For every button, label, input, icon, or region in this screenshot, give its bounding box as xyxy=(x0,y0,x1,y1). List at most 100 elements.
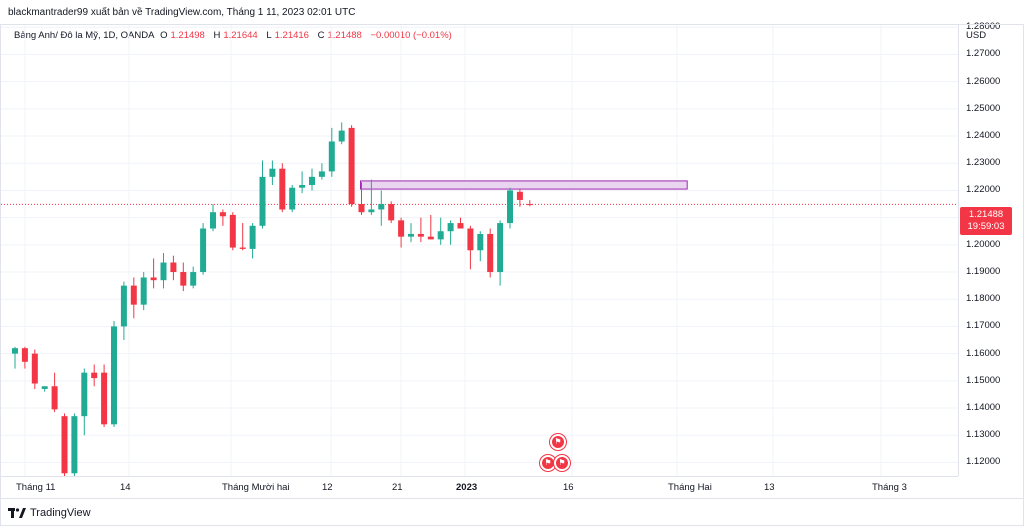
candle-body xyxy=(150,277,157,281)
price-tick-label: 1.26000 xyxy=(966,75,1001,87)
candle-body xyxy=(309,176,315,186)
candle-body xyxy=(239,247,246,249)
candle-body xyxy=(507,190,513,224)
price-tick-label: 1.20000 xyxy=(966,238,1001,250)
candle-body xyxy=(477,233,484,251)
candle-body xyxy=(259,176,266,226)
candle-body xyxy=(338,130,345,142)
high-value: 1.21644 xyxy=(223,30,258,41)
candle-body xyxy=(160,262,167,281)
high-label: H xyxy=(213,30,221,41)
price-tick-label: 1.22000 xyxy=(966,184,1001,196)
time-tick-label: Tháng 11 xyxy=(16,482,56,493)
open-label: O xyxy=(160,30,168,41)
price-tick-label: 1.18000 xyxy=(966,293,1001,305)
candle-body xyxy=(368,209,375,213)
candle-body xyxy=(249,225,256,249)
symbol-legend: Bảng Anh/ Đô la Mỹ, 1D, OANDA O 1.21498 H… xyxy=(14,30,455,41)
close-value: 1.21488 xyxy=(327,30,362,41)
candle-body xyxy=(299,185,306,188)
price-tick-label: 1.14000 xyxy=(966,402,1001,413)
us-flag-icon[interactable]: ⚑ xyxy=(554,455,570,471)
bar-countdown: 19:59:03 xyxy=(967,221,1005,232)
open-value: 1.21498 xyxy=(170,30,205,41)
candle-body xyxy=(526,204,533,206)
candle-body xyxy=(388,204,395,221)
publisher-bar: blackmantrader99 xuất bản về TradingView… xyxy=(0,0,1024,24)
current-price-value: 1.21488 xyxy=(968,209,1004,220)
time-tick-label: 12 xyxy=(322,482,333,493)
candle-body xyxy=(398,220,405,237)
candle-body xyxy=(219,212,226,217)
candlestick-chart[interactable] xyxy=(0,24,960,476)
candle-body xyxy=(318,171,325,177)
time-tick-label: 13 xyxy=(764,482,775,493)
candle-body xyxy=(71,416,78,474)
candle-body xyxy=(348,127,355,205)
price-tick-label: 1.28000 xyxy=(966,21,1001,33)
candle-body xyxy=(289,187,296,210)
candle-body xyxy=(358,204,365,213)
low-label: L xyxy=(266,30,272,41)
candle-body xyxy=(408,233,414,237)
time-tick-label: 14 xyxy=(120,482,131,493)
footer: TradingView xyxy=(0,498,1024,528)
time-tick-label: 16 xyxy=(563,482,574,493)
candle-body xyxy=(130,285,137,305)
change-value: −0.00010 (−0.01%) xyxy=(370,30,452,41)
candle-body xyxy=(190,272,197,286)
candle-body xyxy=(41,386,48,389)
candle-body xyxy=(170,262,177,273)
price-tick-label: 1.16000 xyxy=(966,347,1001,359)
candle-body xyxy=(61,416,68,474)
candle-body xyxy=(497,223,504,273)
symbol-name[interactable]: Bảng Anh/ Đô la Mỹ, 1D, OANDA xyxy=(14,30,155,41)
candle-body xyxy=(457,223,464,229)
uk-flag-icon[interactable]: ⚑ xyxy=(550,434,566,450)
price-axis[interactable] xyxy=(958,24,1024,476)
price-tick-label: 1.24000 xyxy=(966,130,1001,142)
price-tick-label: 1.23000 xyxy=(966,157,1001,169)
price-tick-label: 1.25000 xyxy=(966,102,1001,114)
candle-body xyxy=(21,348,28,362)
candle-body xyxy=(180,272,187,286)
candle-body xyxy=(378,204,385,210)
price-tick-label: 1.13000 xyxy=(966,429,1001,441)
tradingview-logo[interactable]: TradingView xyxy=(8,507,91,519)
candle-body xyxy=(427,236,434,240)
candle-body xyxy=(51,386,58,410)
supply-zone-rectangle xyxy=(360,180,688,190)
candle-body xyxy=(229,214,236,248)
price-tick-label: 1.15000 xyxy=(966,374,1001,386)
candle-body xyxy=(210,212,216,229)
tradingview-logo-icon xyxy=(8,508,26,518)
candle-body xyxy=(12,348,18,354)
time-tick-label: Tháng Hai xyxy=(668,482,712,493)
candle-body xyxy=(31,353,38,384)
time-tick-label: 21 xyxy=(392,482,403,493)
candle-body xyxy=(111,326,117,425)
candle-body xyxy=(516,191,523,200)
candle-body xyxy=(91,372,98,379)
candle-body xyxy=(279,168,286,210)
brand-name: TradingView xyxy=(30,507,91,519)
candle-body xyxy=(81,372,88,417)
current-price-badge: 1.21488 19:59:03 xyxy=(960,207,1012,235)
candle-body xyxy=(437,231,444,240)
candle-body xyxy=(487,233,494,273)
candle-body xyxy=(101,372,108,425)
time-tick-label: Tháng Mười hai xyxy=(222,482,290,493)
candle-body xyxy=(447,223,454,232)
published-info: blackmantrader99 xuất bản về TradingView… xyxy=(8,7,356,18)
candle-body xyxy=(140,277,147,305)
time-tick-label: 2023 xyxy=(456,482,478,493)
candle-body xyxy=(200,228,207,273)
candle-body xyxy=(328,141,335,172)
time-tick-label: Tháng 3 xyxy=(872,482,907,493)
candle-body xyxy=(417,233,424,237)
time-axis[interactable] xyxy=(0,476,958,498)
price-tick-label: 1.12000 xyxy=(966,456,1001,468)
candle-body xyxy=(120,285,127,327)
close-label: C xyxy=(317,30,325,41)
price-tick-label: 1.17000 xyxy=(966,320,1001,332)
